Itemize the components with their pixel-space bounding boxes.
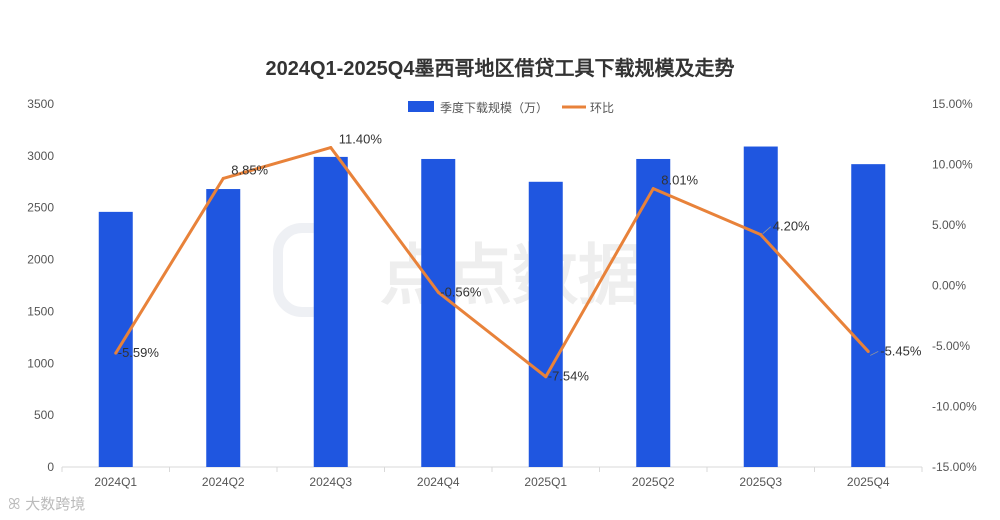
y-right-tick-label: -10.00%: [932, 400, 977, 414]
mom-data-label: -5.59%: [118, 345, 160, 360]
mom-line: [114, 146, 870, 379]
y-right-tick-label: 10.00%: [932, 158, 973, 172]
mom-data-label: -0.56%: [440, 284, 482, 299]
y-left-tick-label: 500: [34, 408, 54, 422]
y-right-tick-label: -5.00%: [932, 339, 970, 353]
x-tick-label: 2025Q1: [524, 475, 567, 489]
logo-icon: ꕤ: [8, 495, 21, 513]
mom-data-label: 8.85%: [231, 162, 268, 177]
x-tick-label: 2024Q1: [94, 475, 137, 489]
y-right-tick-label: -15.00%: [932, 460, 977, 474]
mom-point: [651, 187, 655, 191]
y-left-tick-label: 1000: [27, 356, 54, 370]
y-left-tick-label: 2000: [27, 253, 54, 267]
mom-data-label: 4.20%: [773, 219, 810, 234]
x-tick-label: 2024Q3: [309, 475, 352, 489]
y-right-tick-label: 0.00%: [932, 279, 966, 293]
mom-point: [436, 290, 440, 294]
y-left-tick-label: 3500: [27, 97, 54, 111]
mom-point: [221, 176, 225, 180]
mom-data-label: 8.01%: [661, 173, 698, 188]
x-tick-label: 2024Q4: [417, 475, 460, 489]
mom-point: [866, 349, 870, 353]
mom-point: [329, 146, 333, 150]
mom-data-label: -7.54%: [548, 369, 590, 384]
bar: [528, 181, 563, 468]
mom-data-label: 11.40%: [339, 132, 383, 147]
bar: [851, 164, 886, 467]
bar: [743, 146, 778, 467]
bar: [636, 158, 671, 467]
y-left-tick-label: 3000: [27, 149, 54, 163]
legend-swatch-bar: [408, 101, 434, 112]
mom-point: [759, 233, 763, 237]
legend-label-bar: 季度下载规模（万）: [440, 100, 548, 115]
bar: [421, 158, 456, 467]
chart-title: 2024Q1-2025Q4墨西哥地区借贷工具下载规模及走势: [265, 58, 735, 80]
bar: [206, 189, 241, 467]
y-left-tick-label: 2500: [27, 201, 54, 215]
legend-label-line: 环比: [590, 101, 614, 115]
mom-point: [114, 351, 118, 355]
mom-point: [544, 375, 548, 379]
x-tick-label: 2025Q3: [739, 475, 782, 489]
x-tick-label: 2025Q2: [632, 475, 675, 489]
x-tick-label: 2024Q2: [202, 475, 245, 489]
bar: [313, 156, 348, 467]
y-left-tick-label: 1500: [27, 304, 54, 318]
footer-logo-text: 大数跨境: [25, 495, 86, 513]
bar: [98, 211, 133, 467]
y-left-tick-label: 0: [47, 460, 54, 474]
y-right-tick-label: 15.00%: [932, 97, 973, 111]
mom-data-label: -5.45%: [880, 343, 922, 358]
label-leader-line: [870, 351, 879, 356]
x-tick-label: 2025Q4: [847, 475, 890, 489]
y-right-tick-label: 5.00%: [932, 218, 966, 232]
footer-logo: ꕤ 大数跨境: [8, 493, 85, 514]
label-leader-line: [762, 226, 772, 234]
